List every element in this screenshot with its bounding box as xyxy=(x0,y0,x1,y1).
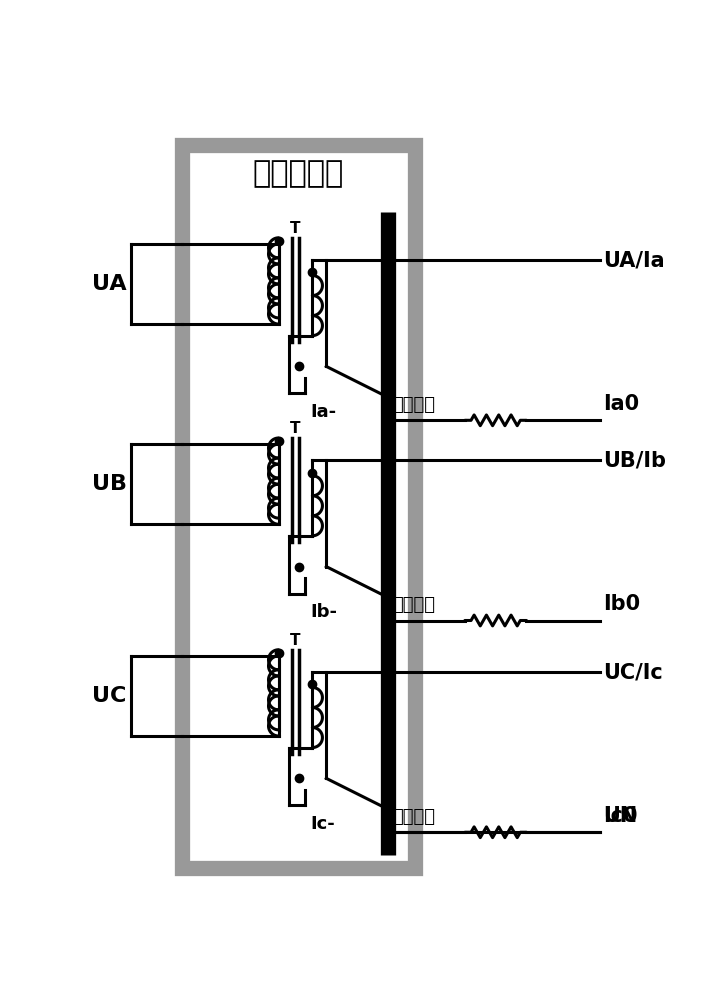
Text: Ia0: Ia0 xyxy=(604,394,640,414)
Text: UA/Ia: UA/Ia xyxy=(604,250,665,270)
Bar xyxy=(182,145,415,868)
Text: Ib-: Ib- xyxy=(311,603,338,621)
Text: T: T xyxy=(290,421,300,436)
Text: T: T xyxy=(290,633,300,648)
Text: UC/Ic: UC/Ic xyxy=(604,662,663,682)
Text: UA: UA xyxy=(92,274,127,294)
Text: UB/Ib: UB/Ib xyxy=(604,450,667,470)
Text: 输出变压器: 输出变压器 xyxy=(253,159,344,188)
Text: UN: UN xyxy=(604,806,637,826)
Text: Ib0: Ib0 xyxy=(604,594,640,614)
Text: 限流电阻: 限流电阻 xyxy=(391,396,435,414)
Text: 限流电阻: 限流电阻 xyxy=(391,808,435,826)
Text: Ia-: Ia- xyxy=(311,403,337,421)
Text: T: T xyxy=(290,221,300,236)
Text: UC: UC xyxy=(92,686,127,706)
Text: Ic-: Ic- xyxy=(311,815,336,833)
Text: 限流电阻: 限流电阻 xyxy=(391,596,435,614)
Text: UB: UB xyxy=(92,474,127,494)
Text: Ic0: Ic0 xyxy=(604,806,638,826)
